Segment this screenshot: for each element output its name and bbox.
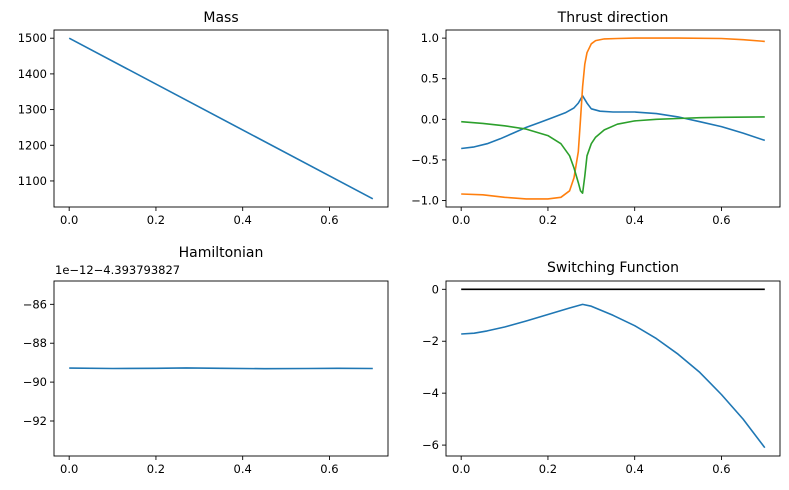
y-tick-label: −1.0 bbox=[411, 194, 439, 208]
subplot-hamiltonian: Hamiltonian 1e−12−4.393793827 0.0 0.2 0.4 0… bbox=[23, 245, 389, 476]
y-tick-label: −92 bbox=[23, 414, 47, 428]
x-tick-label: 0.4 bbox=[234, 462, 252, 476]
axes-frame bbox=[53, 29, 389, 208]
y-tick-label: 0.5 bbox=[421, 72, 439, 86]
y-tick-label: 1.0 bbox=[421, 31, 439, 45]
y-tick-label: −2 bbox=[422, 334, 439, 348]
y-tick-label: 1100 bbox=[18, 174, 47, 188]
y-tick-label: 0.0 bbox=[421, 112, 439, 126]
y-tick-label: 1400 bbox=[18, 67, 47, 81]
x-tick-label: 0.2 bbox=[147, 213, 165, 227]
subplot-title: Thrust direction bbox=[557, 10, 669, 26]
y-tick-label: −0.5 bbox=[411, 153, 439, 167]
axes-frame bbox=[53, 280, 389, 457]
x-tick-label: 0.2 bbox=[539, 462, 557, 476]
series-line-1 bbox=[461, 37, 765, 200]
series-line-0 bbox=[461, 95, 766, 150]
series-line-0 bbox=[461, 303, 766, 449]
series-line-2 bbox=[461, 116, 765, 194]
subplot-mass: Mass 0.0 0.2 0.4 0.6 1100 1200 1300 1400 1500 bbox=[18, 10, 389, 227]
y-tick-label: 1500 bbox=[18, 31, 47, 45]
x-tick-label: 0.0 bbox=[60, 213, 78, 227]
y-tick-label: −88 bbox=[23, 336, 47, 350]
x-tick-label: 0.0 bbox=[452, 213, 470, 227]
y-offset-label: 1e−12−4.393793827 bbox=[55, 263, 180, 277]
x-tick-label: 0.2 bbox=[539, 213, 557, 227]
y-tick-label: −4 bbox=[422, 386, 439, 400]
subplot-title: Hamiltonian bbox=[179, 245, 264, 261]
y-tick-label: 0 bbox=[432, 282, 439, 296]
axes-frame bbox=[445, 280, 781, 457]
x-tick-label: 0.6 bbox=[320, 213, 338, 227]
subplot-thrust-direction: Thrust direction 0.0 0.2 0.4 0.6 −1.0 −0.5 0.0… bbox=[411, 10, 781, 227]
y-tick-label: 1200 bbox=[18, 138, 47, 152]
x-tick-label: 0.4 bbox=[626, 462, 644, 476]
x-tick-label: 0.0 bbox=[452, 462, 470, 476]
x-tick-label: 0.0 bbox=[60, 462, 78, 476]
y-tick-label: −6 bbox=[422, 438, 439, 452]
x-tick-label: 0.2 bbox=[147, 462, 165, 476]
x-tick-label: 0.4 bbox=[626, 213, 644, 227]
y-tick-label: 1300 bbox=[18, 103, 47, 117]
series-line-0 bbox=[68, 37, 374, 200]
subplot-switching-function: Switching Function 0.0 0.2 0.4 0.6 −6 −4 −2 0 bbox=[422, 260, 781, 476]
subplot-title: Mass bbox=[203, 10, 238, 26]
y-tick-label: −86 bbox=[23, 297, 47, 311]
x-tick-label: 0.6 bbox=[320, 462, 338, 476]
subplot-title: Switching Function bbox=[547, 260, 679, 276]
y-tick-label: −90 bbox=[23, 375, 47, 389]
x-tick-label: 0.6 bbox=[712, 462, 730, 476]
x-tick-label: 0.6 bbox=[712, 213, 730, 227]
series-line-0 bbox=[69, 367, 373, 370]
axes-frame bbox=[445, 29, 781, 208]
x-tick-label: 0.4 bbox=[234, 213, 252, 227]
